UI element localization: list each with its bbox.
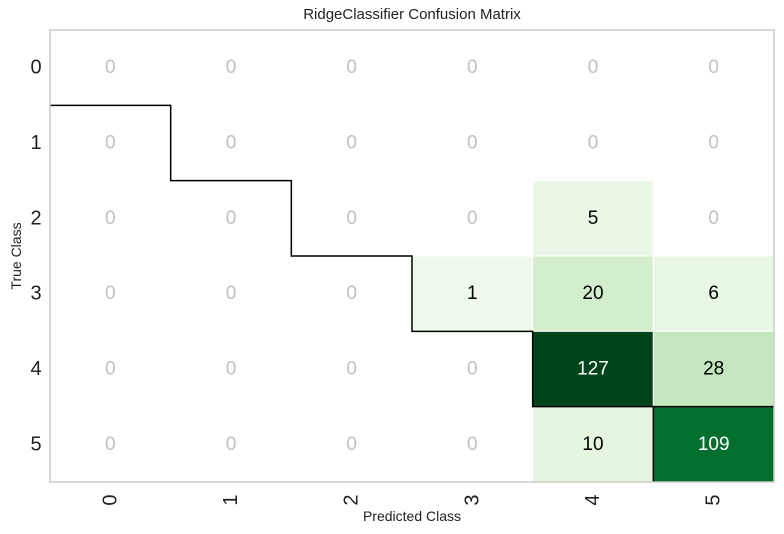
heatmap-cell xyxy=(652,330,775,408)
cell-value-label: 20 xyxy=(582,283,603,304)
cell-value-label: 10 xyxy=(582,434,603,455)
cell-value-label: 0 xyxy=(226,208,237,229)
y-tick-label: 3 xyxy=(30,283,41,305)
heatmap-cell xyxy=(652,406,775,483)
cell-value-label: 0 xyxy=(346,283,357,304)
chart-title: RidgeClassifier Confusion Matrix xyxy=(303,6,521,23)
cell-value-label: 0 xyxy=(105,57,116,78)
heatmap-cell xyxy=(532,180,654,257)
x-tick-label: 1 xyxy=(220,494,242,505)
cell-value-label: 109 xyxy=(698,434,730,455)
x-tick-label: 4 xyxy=(582,494,604,505)
y-tick-label: 1 xyxy=(30,132,41,154)
cell-value-label: 28 xyxy=(703,359,724,380)
cell-value-label: 0 xyxy=(346,434,357,455)
cell-value-label: 0 xyxy=(467,133,478,154)
y-axis-label: True Class xyxy=(8,222,24,290)
cell-value-label: 0 xyxy=(226,434,237,455)
cell-value-label: 0 xyxy=(105,434,116,455)
cell-value-label: 0 xyxy=(105,283,116,304)
cell-value-label: 5 xyxy=(588,208,599,229)
cell-value-label: 0 xyxy=(226,359,237,380)
cell-value-label: 0 xyxy=(346,208,357,229)
diagonal-outline xyxy=(50,104,774,482)
x-tick-label: 5 xyxy=(703,494,725,505)
cell-value-label: 0 xyxy=(105,359,116,380)
cell-value-label: 0 xyxy=(346,133,357,154)
heatmap-cell xyxy=(532,406,654,483)
cell-value-label: 0 xyxy=(226,283,237,304)
y-tick-label: 2 xyxy=(30,207,41,229)
cell-value-label: 0 xyxy=(467,57,478,78)
cell-value-label: 0 xyxy=(708,133,719,154)
cell-value-label: 0 xyxy=(467,434,478,455)
cell-value-label: 0 xyxy=(226,57,237,78)
cell-value-label: 0 xyxy=(708,57,719,78)
cell-value-label: 0 xyxy=(588,133,599,154)
cell-value-label: 0 xyxy=(105,133,116,154)
cell-value-label: 0 xyxy=(467,359,478,380)
x-tick-label: 2 xyxy=(341,494,363,505)
y-tick-label: 0 xyxy=(30,57,41,79)
cell-value-label: 127 xyxy=(577,359,609,380)
y-tick-label: 4 xyxy=(30,358,41,380)
cell-value-label: 0 xyxy=(226,133,237,154)
heatmap-cell xyxy=(532,330,654,408)
cell-value-label: 6 xyxy=(708,283,719,304)
x-axis-label: Predicted Class xyxy=(362,508,462,524)
cell-value-label: 0 xyxy=(588,57,599,78)
cell-value-label: 0 xyxy=(105,208,116,229)
x-tick-label: 0 xyxy=(99,494,121,505)
cell-value-label: 0 xyxy=(346,57,357,78)
cell-value-label: 1 xyxy=(467,283,478,304)
cell-value-label: 0 xyxy=(467,208,478,229)
cell-value-label: 0 xyxy=(346,359,357,380)
x-tick-label: 3 xyxy=(461,494,483,505)
plot-frame xyxy=(49,29,775,483)
cell-value-label: 0 xyxy=(708,208,719,229)
y-tick-label: 5 xyxy=(30,433,41,455)
